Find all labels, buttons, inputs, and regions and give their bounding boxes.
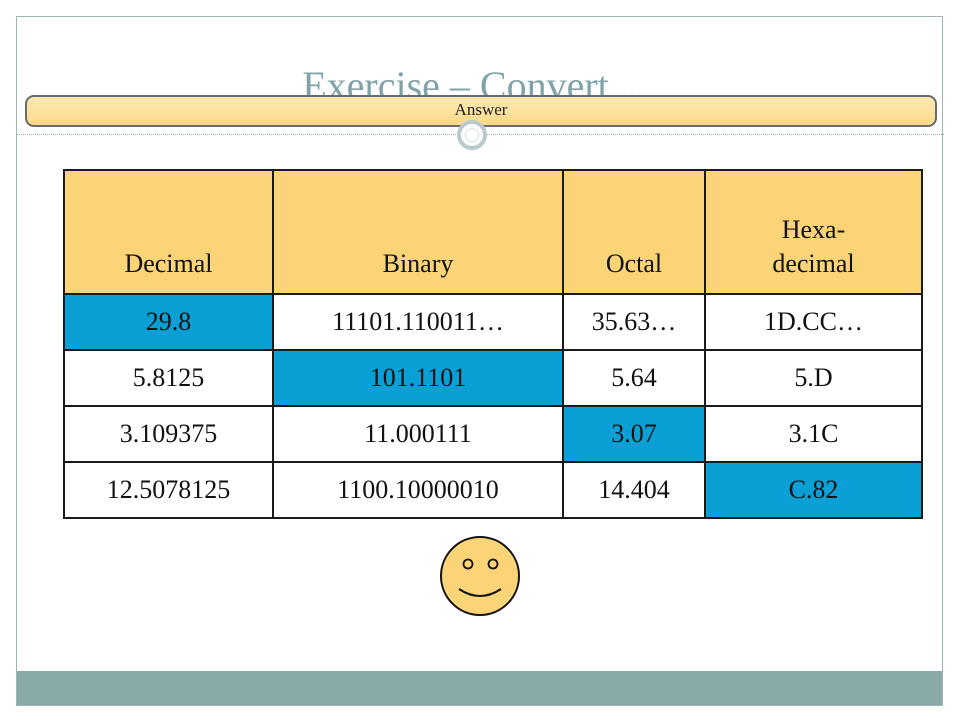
cell-hexadecimal: 1D.CC… <box>704 293 923 351</box>
cell-decimal: 3.109375 <box>63 405 274 463</box>
cell-octal: 14.404 <box>562 461 706 519</box>
cell-octal: 35.63… <box>562 293 706 351</box>
table-row: 3.109375 11.000111 3.07 3.1C <box>63 405 923 463</box>
cell-hexadecimal: C.82 <box>704 461 923 519</box>
cell-decimal: 12.5078125 <box>63 461 274 519</box>
answer-button[interactable]: Answer <box>25 95 937 127</box>
footer-bar <box>17 671 942 705</box>
conversion-table: Decimal Binary Octal Hexa- decimal 29.8 … <box>63 169 923 519</box>
header-hexadecimal-label: Hexa- decimal <box>772 215 855 278</box>
cell-binary: 1100.10000010 <box>272 461 564 519</box>
cell-hexadecimal: 5.D <box>704 349 923 407</box>
table-row: 12.5078125 1100.10000010 14.404 C.82 <box>63 461 923 519</box>
cell-binary: 11101.110011… <box>272 293 564 351</box>
header-binary: Binary <box>272 169 564 295</box>
cell-decimal: 29.8 <box>63 293 274 351</box>
header-hexadecimal: Hexa- decimal <box>704 169 923 295</box>
cell-octal: 5.64 <box>562 349 706 407</box>
cell-octal: 3.07 <box>562 405 706 463</box>
cell-hexadecimal: 3.1C <box>704 405 923 463</box>
slide: Exercise – Convert … Answer Decimal Bina… <box>16 16 944 706</box>
header-octal: Octal <box>562 169 706 295</box>
smiley-face-icon <box>440 536 520 616</box>
ring-ornament-icon <box>457 120 487 150</box>
table-header-row: Decimal Binary Octal Hexa- decimal <box>63 169 923 295</box>
cell-binary: 11.000111 <box>272 405 564 463</box>
header-decimal: Decimal <box>63 169 274 295</box>
table-row: 29.8 11101.110011… 35.63… 1D.CC… <box>63 293 923 351</box>
cell-binary: 101.1101 <box>272 349 564 407</box>
table-row: 5.8125 101.1101 5.64 5.D <box>63 349 923 407</box>
cell-decimal: 5.8125 <box>63 349 274 407</box>
